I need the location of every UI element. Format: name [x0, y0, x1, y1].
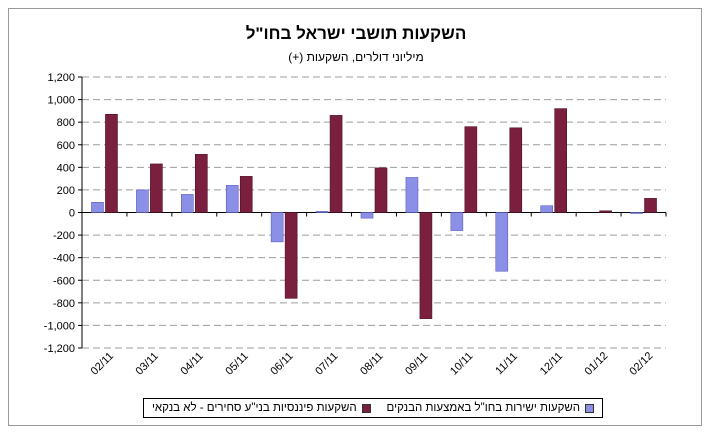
bar-financial	[419, 212, 433, 319]
x-tick-label: 01/12	[583, 350, 611, 378]
x-tick-label: 03/11	[134, 350, 161, 377]
bar-direct	[540, 205, 553, 213]
bar-financial	[509, 127, 523, 213]
bar-financial	[464, 126, 478, 213]
bar-financial	[644, 198, 657, 213]
chart-legend: השקעות ישירות בחו"ל באמצעות הבנקים השקעו…	[143, 398, 603, 418]
bar-financial	[105, 113, 118, 213]
bar-direct	[225, 185, 239, 213]
bar-financial	[554, 108, 567, 213]
legend-swatch-financial	[361, 403, 371, 413]
y-tick-label: 1,200	[47, 72, 75, 84]
y-tick-label: 600	[57, 140, 75, 152]
x-tick-label: 02/11	[89, 350, 116, 377]
bar-direct	[270, 212, 284, 243]
y-tick-label: -800	[53, 298, 75, 310]
x-tick-label: 06/11	[268, 350, 295, 377]
chart-frame	[8, 8, 702, 426]
y-tick-label: -600	[53, 275, 75, 287]
legend-item-direct-investment: השקעות ישירות בחו"ל באמצעות הבנקים	[387, 402, 595, 414]
legend-item-financial-investment: השקעות פיננסיות בני"ע סחירים - לא בנקאי	[152, 402, 371, 414]
bar-direct	[91, 202, 104, 213]
bar-direct	[181, 194, 194, 213]
legend-swatch-direct	[585, 403, 595, 413]
bar-financial	[239, 176, 253, 213]
bar-financial	[150, 163, 163, 213]
x-tick-label: 04/11	[178, 350, 205, 377]
y-tick-label: 800	[57, 117, 75, 129]
bar-direct	[315, 211, 329, 213]
bar-direct	[450, 212, 464, 231]
y-tick-label: 400	[57, 162, 75, 174]
chart-subtitle: מיליוני דולרים, השקעות (+)	[288, 50, 424, 64]
x-tick-label: 09/11	[403, 350, 430, 377]
bar-financial	[374, 167, 388, 213]
y-tick-label: -400	[53, 253, 75, 265]
y-tick-label: 0	[69, 208, 75, 220]
y-tick-label: -200	[53, 230, 75, 242]
bar-direct	[405, 177, 419, 213]
bar-direct	[136, 189, 149, 213]
bar-direct	[495, 212, 509, 272]
x-tick-label: 07/11	[313, 350, 340, 377]
x-tick-label: 05/11	[223, 350, 250, 377]
x-tick-label: 10/11	[448, 350, 475, 377]
bar-direct	[630, 212, 643, 214]
bar-financial	[329, 115, 343, 213]
bar-financial	[599, 210, 612, 213]
legend-label-financial: השקעות פיננסיות בני"ע סחירים - לא בנקאי	[151, 402, 357, 414]
y-tick-label: -1,200	[44, 343, 75, 355]
x-tick-label: 02/12	[627, 350, 655, 378]
bar-direct	[360, 212, 374, 219]
y-tick-label: 200	[57, 185, 75, 197]
bar-financial	[195, 154, 208, 213]
y-tick-label: 1,000	[47, 95, 75, 107]
bar-financial	[284, 212, 298, 299]
chart-title: השקעות תושבי ישראל בחו"ל	[245, 24, 467, 43]
x-tick-label: 12/11	[538, 350, 565, 377]
y-tick-label: -1,000	[44, 320, 75, 332]
legend-label-direct: השקעות ישירות בחו"ל באמצעות הבנקים	[386, 402, 581, 414]
x-tick-label: 08/11	[358, 350, 385, 377]
x-tick-label: 11/11	[493, 350, 520, 377]
